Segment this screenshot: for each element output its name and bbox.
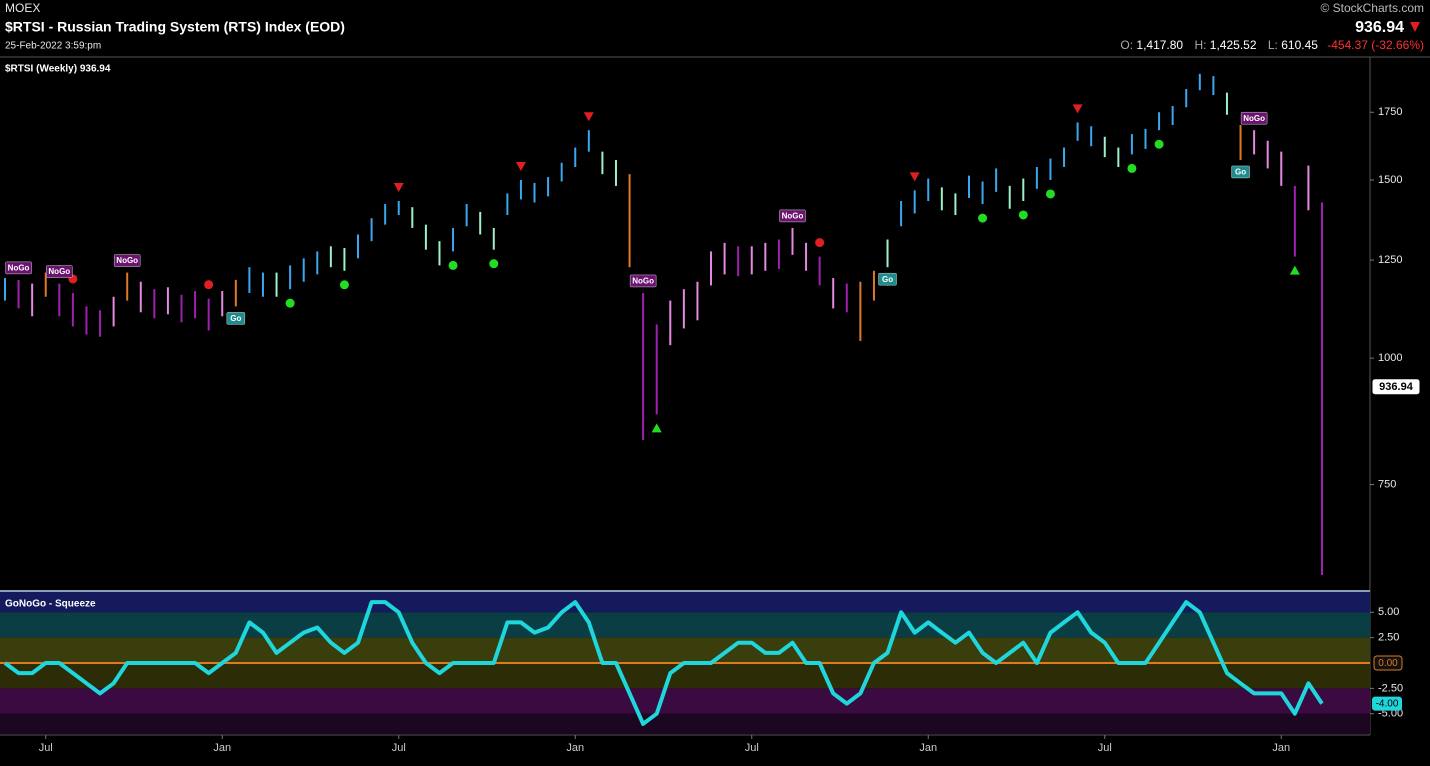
price-panel-label: $RTSI (Weekly) 936.94	[5, 64, 111, 75]
signal-label: Go	[230, 314, 241, 323]
signal-badge	[5, 261, 32, 275]
last-value-label: 936.94	[1379, 381, 1414, 393]
low-label: L:	[1268, 38, 1278, 52]
signal-label: NoGo	[48, 267, 70, 276]
x-tick-label: Jul	[392, 742, 406, 754]
down-arrow	[1410, 22, 1420, 32]
value-label-box	[1372, 696, 1402, 711]
signal-label: NoGo	[632, 277, 654, 286]
signal-triangle	[583, 112, 594, 122]
signal-triangle	[515, 161, 526, 171]
signal-label: NoGo	[1243, 114, 1265, 123]
y-tick-label: 1750	[1378, 106, 1402, 118]
x-tick-label: Jul	[1098, 742, 1112, 754]
signal-dot	[978, 213, 988, 223]
zone-band	[0, 713, 1370, 734]
x-tick-label: Jan	[919, 742, 937, 754]
zone-band	[0, 592, 1370, 613]
zero-label-box	[1373, 655, 1403, 671]
ohlc-line: O: 1,417.80 H: 1,425.52 L: 610.45 -454.3…	[1120, 38, 1424, 52]
x-tick-label: Jul	[39, 742, 53, 754]
signal-triangle	[1289, 265, 1300, 275]
signal-dot	[1018, 210, 1028, 220]
zone-band	[0, 663, 1370, 689]
last-price: 936.94	[1355, 19, 1404, 36]
signal-triangle	[393, 182, 404, 192]
y-tick-label: 1000	[1378, 352, 1402, 364]
signal-label: NoGo	[116, 256, 138, 265]
signal-dot	[339, 280, 349, 290]
signal-badge	[629, 274, 657, 288]
y-tick-label: -5.00	[1378, 708, 1403, 720]
signal-dot	[1127, 163, 1137, 173]
oscillator-panel-label: GoNoGo - Squeeze	[5, 599, 96, 610]
signal-badge	[113, 254, 141, 267]
x-tick-label: Jan	[213, 742, 231, 754]
x-tick-label: Jul	[745, 742, 759, 754]
signal-badge	[779, 209, 806, 223]
date: 25-Feb-2022 3:59:pm	[5, 41, 101, 52]
last-value-box	[1371, 378, 1421, 396]
y-tick-label: 1500	[1378, 174, 1402, 186]
signal-dot	[1045, 189, 1055, 199]
high: 1,425.52	[1210, 38, 1257, 52]
signal-dot	[285, 298, 295, 308]
y-tick-label: 1250	[1378, 254, 1402, 266]
signal-triangle	[651, 423, 662, 433]
signal-badge	[1240, 111, 1268, 125]
signal-dot	[815, 238, 825, 248]
signal-dot	[448, 260, 458, 270]
signal-badge	[46, 265, 73, 278]
y-tick-label: 750	[1378, 478, 1396, 490]
zone-band	[0, 612, 1370, 638]
squeeze-line	[3, 600, 1324, 726]
low: 610.45	[1281, 38, 1318, 52]
open: 1,417.80	[1136, 38, 1183, 52]
y-tick-label: -2.50	[1378, 682, 1403, 694]
zone-band	[0, 637, 1370, 663]
signal-label: Go	[882, 275, 893, 284]
exchange: MOEX	[5, 1, 40, 15]
x-tick-label: Jan	[1272, 742, 1290, 754]
title: $RTSI - Russian Trading System (RTS) Ind…	[5, 19, 345, 35]
high-label: H:	[1194, 38, 1206, 52]
signal-badge	[878, 272, 897, 286]
signal-dot	[1154, 139, 1164, 149]
signal-badge	[1231, 165, 1250, 179]
signal-dot	[489, 259, 499, 269]
zone-band	[0, 688, 1370, 714]
credit: © StockCharts.com	[1320, 1, 1424, 15]
y-tick-label: 5.00	[1378, 606, 1399, 618]
x-tick-label: Jan	[566, 742, 584, 754]
signal-dot	[204, 280, 214, 290]
signal-badge	[226, 312, 246, 325]
open-label: O:	[1120, 38, 1133, 52]
change: -454.37 (-32.66%)	[1327, 38, 1424, 52]
signal-label: Go	[1235, 168, 1246, 177]
signal-triangle	[909, 172, 920, 182]
y-tick-label: 2.50	[1378, 632, 1399, 644]
value-label: -4.00	[1376, 699, 1399, 710]
zero-label: 0.00	[1378, 658, 1398, 669]
signal-label: NoGo	[782, 212, 804, 221]
signal-triangle	[1072, 104, 1083, 114]
signal-label: NoGo	[8, 263, 30, 272]
